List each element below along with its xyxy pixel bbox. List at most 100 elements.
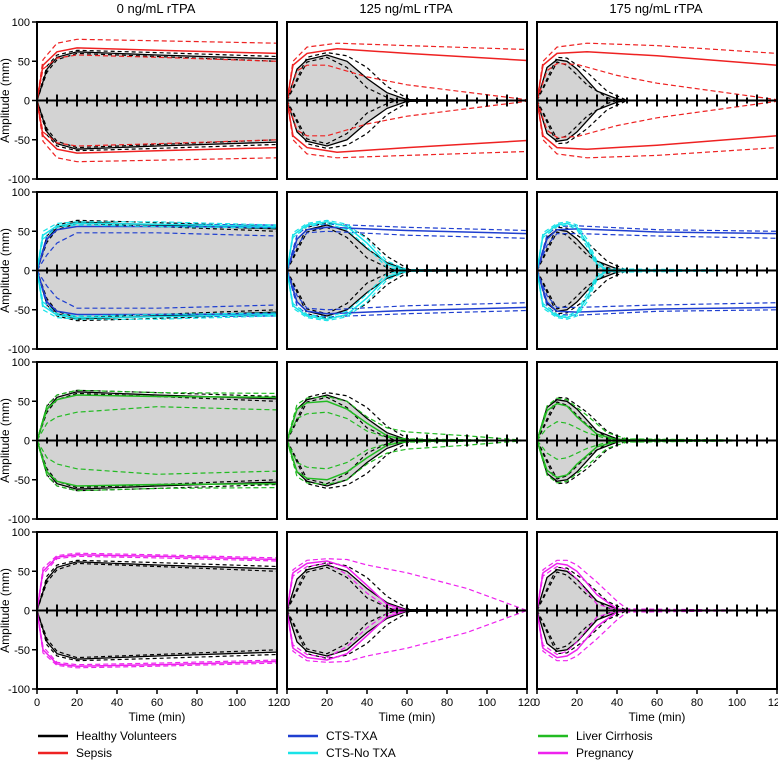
healthy-ci-line xyxy=(287,609,398,655)
column-title-2: 175 ng/mL rTPA xyxy=(609,1,703,16)
cts-txa-mean-line xyxy=(537,270,777,313)
x-tick-label: 0 xyxy=(34,697,40,709)
cts-no-txa-mean-line xyxy=(537,222,777,272)
x-tick-label: 120 xyxy=(768,697,778,709)
legend-label: Liver Cirrhosis xyxy=(576,729,653,743)
healthy-ci-line xyxy=(287,566,398,612)
cts-no-txa-ci-line xyxy=(287,219,527,272)
legend-label: CTS-No TXA xyxy=(326,746,396,760)
y-tick-label: -50 xyxy=(14,305,30,317)
x-tick-label: 80 xyxy=(441,697,453,709)
healthy-ci-line xyxy=(537,61,618,102)
cts-txa-ci-line xyxy=(537,270,777,316)
sepsis-mean-line xyxy=(37,100,277,154)
healthy-ci-line xyxy=(537,439,628,485)
x-tick-label: 40 xyxy=(361,697,373,709)
liver-cirrhosis-mean-line xyxy=(537,439,777,479)
x-tick-label: 80 xyxy=(691,697,703,709)
x-tick-label: 20 xyxy=(571,697,583,709)
cts-no-txa-mean-line xyxy=(37,222,277,271)
sepsis-mean-line xyxy=(537,51,777,101)
y-tick-label: -100 xyxy=(8,514,30,526)
cts-txa-ci-line xyxy=(287,223,527,271)
y-tick-label: -50 xyxy=(14,135,30,147)
panel-sepsis-125-ng-ml xyxy=(286,21,528,180)
y-tick-label: 100 xyxy=(12,187,30,199)
legend-label: Healthy Volunteers xyxy=(76,729,177,743)
healthy-mean-line xyxy=(287,564,527,612)
x-tick-label: 100 xyxy=(228,697,246,709)
sepsis-ci-line xyxy=(37,38,277,101)
liver-cirrhosis-mean-line xyxy=(287,439,527,481)
pregnancy-ci-line xyxy=(37,555,277,611)
liver-cirrhosis-mean-line xyxy=(37,394,277,441)
cts-txa-ci-line xyxy=(287,230,527,271)
liver-cirrhosis-ci-line xyxy=(37,440,277,492)
y-tick-label: 50 xyxy=(18,56,30,68)
healthy-ci-line xyxy=(37,610,277,662)
sepsis-ci-line xyxy=(37,100,277,163)
liver-cirrhosis-mean-line xyxy=(37,440,277,487)
pregnancy-ci-line xyxy=(287,562,527,612)
liver-cirrhosis-mean-line xyxy=(537,402,777,442)
pregnancy-mean-line xyxy=(37,610,277,667)
y-tick-label: -100 xyxy=(8,344,30,356)
y-axis-label: Amplitude (mm) xyxy=(0,568,12,653)
x-axis-label: Time (min) xyxy=(379,710,436,724)
healthy-ci-line xyxy=(537,609,628,655)
healthy-ci-line xyxy=(287,226,398,272)
healthy-mean-line xyxy=(287,609,527,657)
healthy-ci-line xyxy=(537,269,628,315)
cts-no-txa-ci-line xyxy=(287,269,527,322)
legend-item-sepsis: Sepsis xyxy=(38,746,112,760)
healthy-mean-line xyxy=(37,51,277,101)
panel-cts-txa-0-ng-ml: 100 50 0 -50 -100 Amplitude (mm) xyxy=(0,187,278,356)
healthy-ci-line xyxy=(537,56,628,102)
liver-cirrhosis-ci-line xyxy=(287,395,527,442)
column-title-1: 125 ng/mL rTPA xyxy=(359,1,453,16)
pregnancy-mean-line xyxy=(37,554,277,611)
y-axis-label: Amplitude (mm) xyxy=(0,398,12,483)
pregnancy-ci-line xyxy=(287,609,527,663)
legend-label: Pregnancy xyxy=(576,746,633,760)
legend-item-cts-txa: CTS-TXA xyxy=(288,729,377,743)
cts-txa-mean-line xyxy=(287,226,527,271)
cts-no-txa-ci-line xyxy=(537,221,777,272)
healthy-ci-line xyxy=(537,99,618,140)
y-tick-label: 0 xyxy=(24,266,30,278)
panel-frame xyxy=(536,361,778,520)
healthy-ci-line xyxy=(537,226,628,272)
panel-cts-txa-125-ng-ml xyxy=(286,191,528,350)
healthy-ci-line xyxy=(37,270,277,322)
panel-pregnancy-175-ng-ml: 0 20 40 60 80 100 120 Time (min) xyxy=(534,531,778,724)
healthy-ci-line xyxy=(37,100,277,152)
x-tick-label: 20 xyxy=(321,697,333,709)
x-tick-label: 60 xyxy=(401,697,413,709)
x-axis-label: Time (min) xyxy=(629,710,686,724)
panel-frame xyxy=(286,361,528,520)
y-tick-label: -50 xyxy=(14,645,30,657)
healthy-mean-line xyxy=(287,99,527,147)
y-tick-label: 0 xyxy=(24,606,30,618)
cts-txa-mean-line xyxy=(287,270,527,315)
sepsis-ci-line xyxy=(287,100,527,137)
panel-sepsis-0-ng-ml: 100 50 0 -50 -100 Amplitude (mm) xyxy=(0,17,278,186)
column-title-0: 0 ng/mL rTPA xyxy=(117,1,196,16)
x-axis-label: Time (min) xyxy=(129,710,186,724)
pregnancy-ci-line xyxy=(287,558,527,612)
sepsis-mean-line xyxy=(287,100,527,154)
healthy-ci-line xyxy=(37,610,277,659)
x-tick-label: 80 xyxy=(191,697,203,709)
y-tick-label: 100 xyxy=(12,17,30,29)
pregnancy-ci-line xyxy=(537,565,777,612)
healthy-ci-line xyxy=(287,269,398,315)
sepsis-mean-line xyxy=(37,47,277,101)
cts-no-txa-mean-line xyxy=(37,270,277,319)
y-tick-label: -50 xyxy=(14,475,30,487)
pregnancy-ci-line xyxy=(287,609,527,659)
sepsis-mean-line xyxy=(287,47,527,101)
cts-no-txa-ci-line xyxy=(287,269,527,319)
liver-cirrhosis-ci-line xyxy=(37,406,277,441)
cts-txa-ci-line xyxy=(37,232,277,271)
